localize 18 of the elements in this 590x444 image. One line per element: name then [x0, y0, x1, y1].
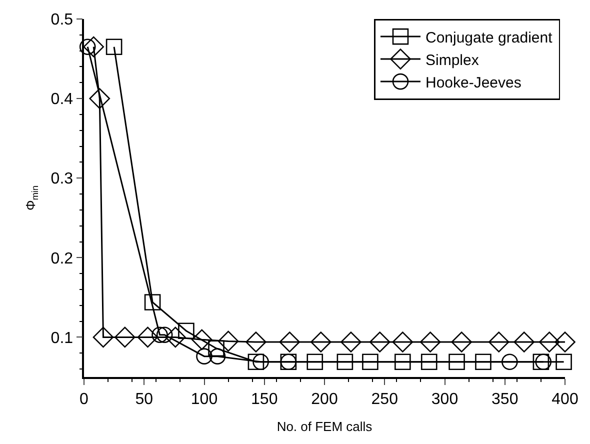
y-tick-label: 0.4	[50, 91, 74, 108]
x-tick-label: 300	[431, 390, 458, 408]
x-tick-label: 200	[311, 390, 338, 408]
x-tick-label: 50	[135, 390, 154, 408]
y-tick-label: 0.1	[50, 330, 74, 347]
x-tick-label: 350	[492, 390, 518, 408]
x-tick-label: 400	[552, 390, 578, 408]
x-axis-title: No. of FEM calls	[276, 419, 373, 434]
y-tick-label: 0.3	[50, 170, 74, 188]
x-tick-label: 250	[371, 390, 398, 408]
y-tick-label: 0.2	[50, 250, 74, 268]
x-tick-label: 100	[190, 390, 218, 408]
legend-label: Simplex	[425, 52, 480, 69]
x-tick-label: 0	[80, 390, 89, 408]
legend-label: Hooke-Jeeves	[425, 74, 522, 92]
legend-label: Conjugate gradient	[425, 29, 554, 46]
y-tick-label: 0.5	[50, 12, 74, 29]
x-tick-label: 150	[251, 390, 278, 408]
